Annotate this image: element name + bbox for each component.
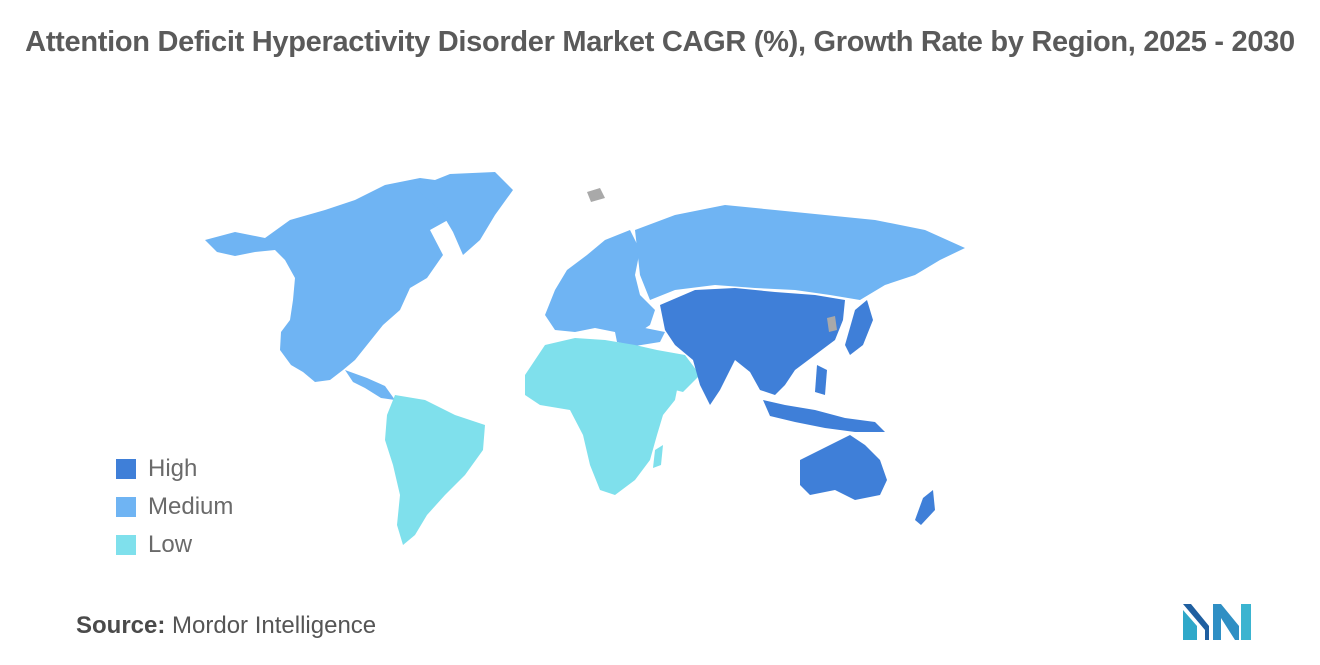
region-central-america xyxy=(345,370,395,400)
region-new-zealand xyxy=(915,490,935,525)
region-europe xyxy=(545,230,655,335)
world-map xyxy=(205,172,965,545)
region-madagascar xyxy=(653,445,663,468)
mordor-intelligence-logo-icon xyxy=(1183,604,1251,640)
legend-item-high: High xyxy=(116,450,233,488)
region-australia xyxy=(800,435,887,500)
region-turkey xyxy=(615,328,665,346)
legend-swatch-low xyxy=(116,535,136,555)
legend-swatch-high xyxy=(116,459,136,479)
legend-item-low: Low xyxy=(116,526,233,564)
region-asia xyxy=(660,288,845,405)
region-philippines xyxy=(815,365,827,395)
region-svalbard xyxy=(587,188,605,202)
legend-label-high: High xyxy=(148,455,198,482)
region-south-america xyxy=(385,395,485,545)
legend-swatch-medium xyxy=(116,497,136,517)
source-text: Mordor Intelligence xyxy=(172,612,377,639)
region-russia xyxy=(635,205,965,300)
region-korea xyxy=(827,316,837,332)
region-greenland xyxy=(415,172,513,255)
legend-label-low: Low xyxy=(148,531,193,558)
legend: High Medium Low xyxy=(116,450,233,564)
region-southeast-asia xyxy=(763,400,885,432)
region-north-america xyxy=(205,178,470,382)
region-japan xyxy=(845,300,873,355)
legend-item-medium: Medium xyxy=(116,488,233,526)
source-label: Source: xyxy=(76,612,166,639)
region-arabia xyxy=(657,350,700,392)
source-line: Source: Mordor Intelligence xyxy=(76,612,376,640)
chart-title: Attention Deficit Hyperactivity Disorder… xyxy=(25,26,1295,58)
legend-label-medium: Medium xyxy=(148,493,234,520)
region-africa xyxy=(525,338,680,495)
